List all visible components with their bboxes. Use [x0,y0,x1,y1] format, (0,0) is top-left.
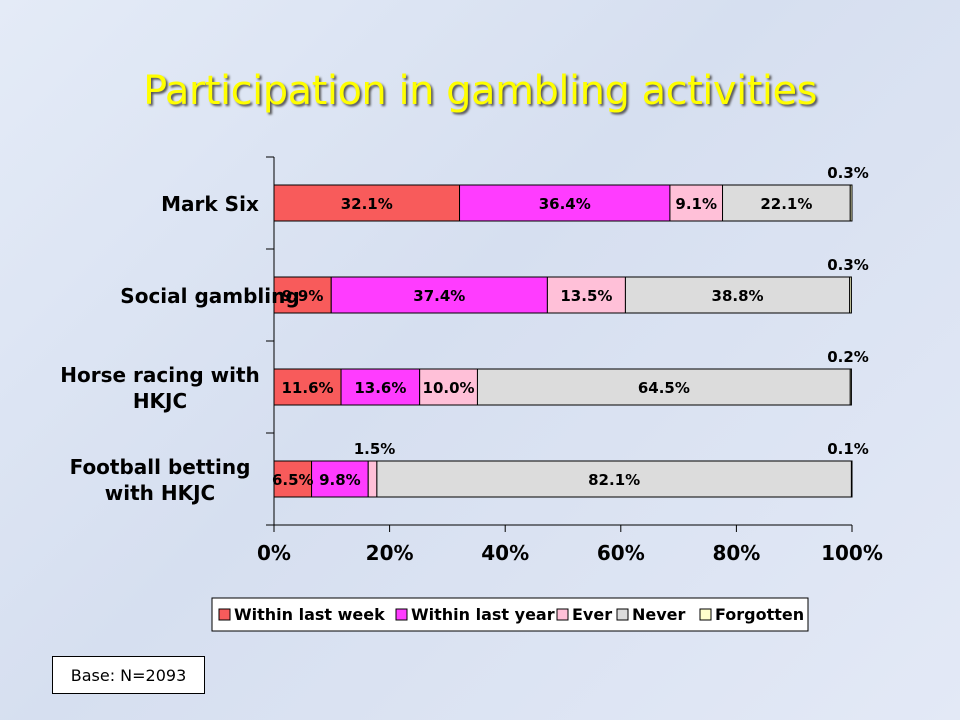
legend-label-3: Never [632,605,686,624]
x-tick-label-0: 0% [257,541,291,565]
data-label-1-2: 13.6% [354,379,406,397]
data-labels-layer: 32.1% 36.4% 9.1% 22.1% 0.3% 9.9% 37.4% 13.5% 38.… [272,164,869,489]
bar-2-2 [419,368,478,406]
legend-label-4: Forgotten [715,605,804,624]
bar-1-1 [330,276,548,314]
bar-4-2 [849,368,852,406]
bar-3-1 [624,276,851,314]
bar-3-0 [722,184,851,222]
data-label-1-0: 36.4% [539,195,591,213]
legend-label-0: Within last week [234,605,385,624]
category-label-2-1: HKJC [133,389,187,413]
data-label-3-2: 64.5% [638,379,690,397]
data-label-4-0: 0.3% [827,164,869,182]
legend-swatch-4 [699,608,712,621]
data-label-2-3: 1.5% [354,440,396,458]
bar-1-3 [311,460,369,498]
x-tick-label-3: 60% [597,541,645,565]
bar-1-0 [459,184,671,222]
data-label-3-0: 22.1% [760,195,812,213]
legend-label-1: Within last year [411,605,555,624]
category-label-2-0: Horse racing with [60,363,260,387]
bar-4-1 [849,276,852,314]
base-note: Base: N=2093 [52,656,205,694]
bar-2-0 [669,184,724,222]
bar-1-2 [340,368,421,406]
x-tick-label-5: 100% [821,541,883,565]
bar-0-0 [273,184,461,222]
bar-4-3 [850,460,853,498]
legend-swatch-0 [218,608,231,621]
data-label-2-2: 10.0% [423,379,475,397]
data-label-4-3: 0.1% [827,440,869,458]
data-label-1-1: 37.4% [413,287,465,305]
x-tick-label-2: 40% [481,541,529,565]
data-label-2-0: 9.1% [675,195,717,213]
category-label-3-1: with HKJC [105,481,215,505]
bar-0-2 [273,368,342,406]
legend-swatch-2 [556,608,569,621]
data-label-1-3: 9.8% [319,471,361,489]
data-label-4-2: 0.2% [827,348,869,366]
data-label-2-1: 13.5% [560,287,612,305]
bar-2-1 [546,276,626,314]
slide-title: Participation in gambling activities [143,68,817,114]
data-label-0-1: 9.9% [282,287,324,305]
bar-4-0 [849,184,853,222]
bars-layer [273,184,853,498]
bar-0-1 [273,276,332,314]
data-label-3-1: 38.8% [712,287,764,305]
x-tick-label-1: 20% [366,541,414,565]
data-label-3-3: 82.1% [588,471,640,489]
category-label-3-0: Football betting [70,455,251,479]
data-label-0-3: 6.5% [272,471,314,489]
data-label-0-2: 11.6% [282,379,334,397]
legend-swatch-3 [616,608,629,621]
axis-layer: Mark Six Social gambling Horse racing with… [60,156,883,565]
legend-swatch-1 [395,608,408,621]
legend-label-2: Ever [572,605,612,624]
legend: Within last week Within last year Ever Neve… [211,597,809,632]
category-label-1-0: Social gambling [120,284,299,308]
bar-2-3 [367,460,378,498]
category-label-0-0: Mark Six [161,192,259,216]
data-label-4-1: 0.3% [827,256,869,274]
bar-3-2 [476,368,851,406]
x-tick-label-4: 80% [712,541,760,565]
bar-3-3 [376,460,852,498]
data-label-0-0: 32.1% [341,195,393,213]
